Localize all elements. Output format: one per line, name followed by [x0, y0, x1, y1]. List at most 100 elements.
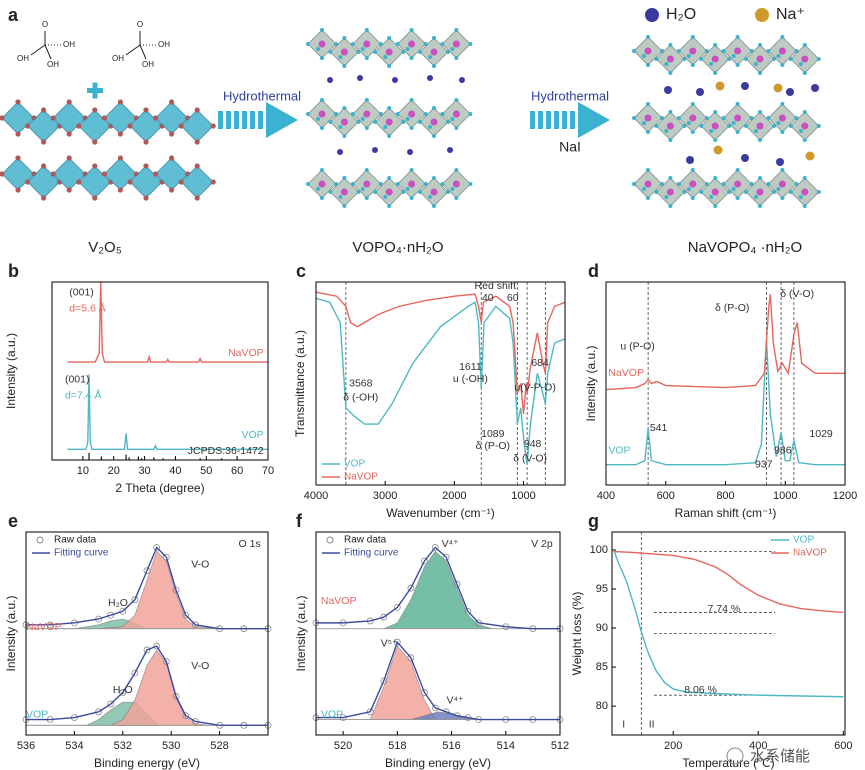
atom	[676, 49, 681, 53]
x-tick-label: 528	[210, 740, 228, 752]
atom	[690, 63, 695, 67]
atom	[178, 123, 184, 129]
data-point	[431, 704, 439, 712]
atom	[363, 110, 371, 118]
data-point	[119, 689, 127, 696]
annotation: 7.74 %	[707, 603, 740, 615]
atom	[816, 124, 821, 128]
arrow-stripe	[538, 111, 543, 129]
plot-frame	[611, 531, 846, 736]
octahedron	[129, 165, 163, 199]
atom	[364, 28, 369, 32]
atom	[342, 64, 347, 68]
data-point	[107, 611, 115, 619]
x-tick-label: 200	[664, 740, 682, 752]
data-point	[407, 654, 415, 662]
data-point	[421, 689, 428, 696]
atom	[364, 126, 369, 130]
data-line	[315, 297, 566, 465]
atom	[802, 71, 807, 75]
x-axis-label: Raman shift (cm⁻¹)	[675, 506, 777, 520]
atom	[735, 168, 740, 172]
atom	[430, 48, 438, 56]
x-tick-label: 60	[231, 465, 243, 477]
atom	[454, 196, 459, 200]
h2o-dot	[327, 77, 333, 83]
atom	[468, 42, 473, 46]
atom	[15, 99, 21, 105]
annotation: 1029	[809, 428, 833, 440]
atom	[41, 107, 47, 113]
atom	[387, 176, 392, 180]
atom	[646, 168, 650, 172]
atom	[342, 106, 347, 110]
atom	[758, 43, 762, 47]
arrow-stripe	[242, 111, 247, 129]
h2o-symbol	[645, 8, 659, 22]
atom	[744, 57, 748, 61]
x-tick-label: 400	[749, 740, 767, 752]
h2o-dot	[392, 77, 398, 83]
atom	[373, 120, 378, 124]
atom	[92, 195, 98, 201]
x-tick-label: 512	[551, 740, 569, 752]
atom	[713, 138, 718, 142]
y-axis-label: Weight loss (%)	[570, 592, 584, 676]
atom	[340, 48, 348, 56]
x-tick-label: 600	[834, 740, 852, 752]
data-line	[67, 281, 268, 363]
watermark-text: 水系储能	[750, 748, 810, 765]
atom	[721, 49, 726, 53]
atom	[387, 134, 392, 138]
atom	[169, 187, 175, 193]
atom	[409, 98, 414, 102]
atom	[709, 195, 714, 199]
atom	[699, 190, 704, 194]
data-point	[162, 658, 170, 665]
atom	[143, 163, 149, 169]
atom	[689, 114, 697, 122]
panel-a: a H₂O Na⁺ Hydrothermal Hydrothermal NaI …	[0, 5, 821, 256]
x-tick-label: 30	[138, 465, 150, 477]
atom	[802, 110, 807, 114]
octahedron	[52, 101, 86, 135]
atom	[664, 129, 669, 133]
arrow-label: Hydrothermal	[223, 88, 301, 103]
atom	[210, 123, 216, 129]
atom	[360, 117, 365, 121]
atom	[328, 190, 333, 194]
x-tick-label: 518	[388, 740, 406, 752]
atom	[101, 171, 107, 177]
legend-marker	[326, 536, 334, 544]
atom	[409, 28, 414, 32]
atom	[432, 106, 436, 110]
atom	[758, 176, 762, 180]
atom	[756, 55, 764, 63]
atom	[25, 179, 31, 185]
atom	[816, 57, 821, 61]
atom	[342, 176, 347, 180]
na-dot	[805, 151, 815, 161]
atom	[153, 115, 159, 121]
atom	[452, 110, 460, 118]
annotation: V-O	[191, 660, 209, 672]
x-tick-label: 1200	[833, 490, 857, 502]
annotation: H₂O	[113, 684, 133, 696]
atom	[468, 182, 473, 186]
x-tick-label: 532	[114, 740, 132, 752]
atom	[387, 36, 392, 40]
atom	[666, 122, 674, 130]
atom	[92, 163, 98, 169]
atom	[41, 163, 47, 169]
atom	[734, 180, 742, 188]
atom	[664, 62, 669, 66]
atom	[360, 47, 365, 51]
atom	[127, 123, 133, 129]
annotation: δ (V-O)	[513, 452, 547, 464]
atom	[711, 55, 719, 63]
panel-letter: g	[588, 511, 599, 531]
atom	[387, 64, 392, 68]
x-axis-label: Binding energy (eV)	[94, 756, 200, 770]
atom	[76, 123, 82, 129]
atom	[428, 195, 432, 199]
